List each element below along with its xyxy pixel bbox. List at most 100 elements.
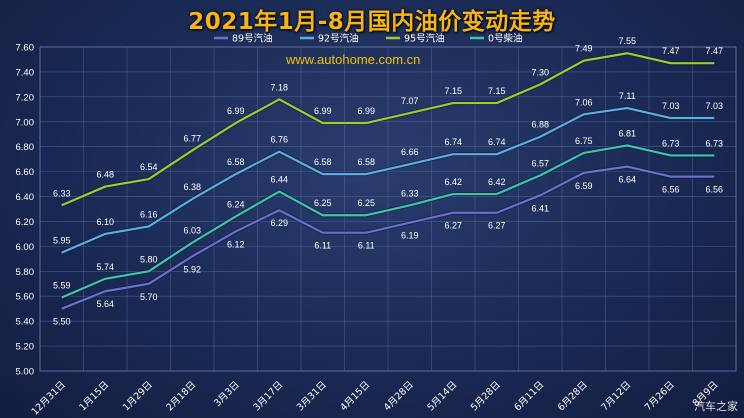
data-label: 6.59 — [575, 181, 593, 191]
data-label: 6.58 — [227, 157, 245, 167]
data-label: 7.15 — [488, 86, 506, 96]
y-tick-label: 5.00 — [16, 367, 35, 378]
y-tick-label: 7.60 — [16, 43, 35, 54]
data-label: 5.64 — [96, 299, 114, 309]
data-label: 6.73 — [705, 138, 723, 148]
data-label: 6.25 — [357, 198, 375, 208]
data-label: 7.55 — [618, 36, 636, 46]
legend-entry: 89号汽油 — [232, 33, 273, 45]
y-tick-label: 7.40 — [16, 67, 35, 78]
data-label: 6.74 — [444, 137, 462, 147]
x-tick-label: 2月18日 — [164, 379, 198, 413]
data-label: 7.18 — [270, 82, 288, 92]
x-tick-label: 3月17日 — [251, 379, 285, 413]
data-label: 6.11 — [314, 241, 331, 251]
y-tick-label: 5.60 — [16, 292, 35, 303]
data-label: 6.03 — [183, 226, 201, 236]
data-label: 7.03 — [662, 101, 680, 111]
data-label: 5.70 — [140, 292, 158, 302]
y-tick-label: 6.00 — [16, 242, 35, 253]
legend-entry: 0号柴油 — [488, 33, 523, 45]
series-line — [61, 144, 715, 299]
y-tick-label: 5.80 — [16, 267, 35, 278]
y-tick-label: 6.80 — [16, 142, 35, 153]
data-label: 5.95 — [53, 236, 71, 246]
data-label: 6.58 — [314, 157, 332, 167]
y-tick-label: 6.40 — [16, 192, 35, 203]
data-label: 6.74 — [488, 137, 506, 147]
y-tick-label: 6.60 — [16, 167, 35, 178]
x-tick-label: 3月31日 — [295, 379, 329, 413]
x-tick-label: 12月31日 — [30, 379, 68, 417]
x-tick-label: 7月26日 — [643, 379, 677, 413]
data-label: 5.59 — [53, 280, 71, 290]
data-label: 6.81 — [618, 128, 636, 138]
data-label: 5.74 — [96, 262, 114, 272]
data-label: 7.15 — [444, 86, 462, 96]
data-label: 6.99 — [357, 106, 375, 116]
data-label: 6.33 — [401, 188, 419, 198]
chart-title: 2021年1月-8月国内油价变动走势 — [188, 9, 556, 35]
series-line — [61, 52, 715, 207]
data-label: 6.48 — [96, 170, 114, 180]
data-label: 6.41 — [531, 203, 549, 213]
data-label: 6.99 — [314, 106, 332, 116]
data-label: 6.88 — [531, 120, 549, 130]
data-label: 7.30 — [531, 67, 549, 77]
series-line — [61, 165, 715, 310]
data-label: 6.66 — [401, 147, 419, 157]
data-label: 6.77 — [183, 133, 201, 143]
data-label: 6.29 — [270, 218, 288, 228]
x-tick-label: 6月28日 — [556, 379, 590, 413]
data-label: 5.80 — [140, 254, 158, 264]
data-label: 6.38 — [183, 182, 201, 192]
legend-entry: 95号汽油 — [404, 33, 445, 45]
y-tick-label: 7.20 — [16, 92, 35, 103]
x-tick-label: 5月14日 — [425, 379, 459, 413]
data-label: 6.27 — [444, 221, 462, 231]
y-tick-label: 6.20 — [16, 217, 35, 228]
data-label: 6.16 — [140, 209, 158, 219]
x-tick-label: 4月28日 — [382, 379, 416, 413]
x-tick-label: 5月28日 — [469, 379, 503, 413]
data-label: 6.27 — [488, 221, 506, 231]
x-tick-label: 3月3日 — [212, 379, 242, 409]
data-label: 6.12 — [227, 239, 245, 249]
x-tick-label: 7月12日 — [599, 379, 633, 413]
x-tick-label: 1月29日 — [121, 379, 155, 413]
data-label: 7.11 — [619, 91, 636, 101]
data-label: 6.24 — [227, 199, 245, 209]
data-label: 6.42 — [488, 177, 506, 187]
data-label: 6.75 — [575, 136, 593, 146]
x-tick-label: 4月15日 — [338, 379, 372, 413]
data-label: 6.25 — [314, 198, 332, 208]
data-label: 7.49 — [575, 44, 593, 54]
data-label: 6.42 — [444, 177, 462, 187]
data-label: 6.99 — [227, 106, 245, 116]
data-label: 6.10 — [96, 217, 114, 227]
data-label: 6.56 — [662, 185, 680, 195]
y-tick-label: 7.00 — [16, 117, 35, 128]
data-label: 6.64 — [618, 175, 636, 185]
data-label: 7.47 — [662, 46, 680, 56]
x-tick-label: 6月11日 — [512, 379, 546, 413]
data-label: 6.58 — [357, 157, 375, 167]
data-label: 6.73 — [662, 138, 680, 148]
data-label: 6.76 — [270, 135, 288, 145]
y-tick-label: 5.20 — [16, 342, 35, 353]
plot-area-border — [39, 46, 737, 372]
data-label: 6.56 — [705, 185, 723, 195]
data-label: 6.44 — [270, 175, 288, 185]
source-watermark: 汽车之家 — [694, 401, 738, 413]
x-tick-label: 1月15日 — [77, 379, 111, 413]
data-label: 5.50 — [53, 317, 71, 327]
data-label: 6.54 — [140, 162, 158, 172]
series-line — [61, 106, 715, 254]
data-label: 6.33 — [53, 188, 71, 198]
data-label: 6.19 — [401, 231, 419, 241]
legend-entry: 92号汽油 — [318, 33, 359, 45]
data-label: 5.92 — [183, 264, 201, 274]
watermark-url: www.autohome.com.cn — [286, 52, 421, 67]
data-label: 6.11 — [358, 241, 375, 251]
